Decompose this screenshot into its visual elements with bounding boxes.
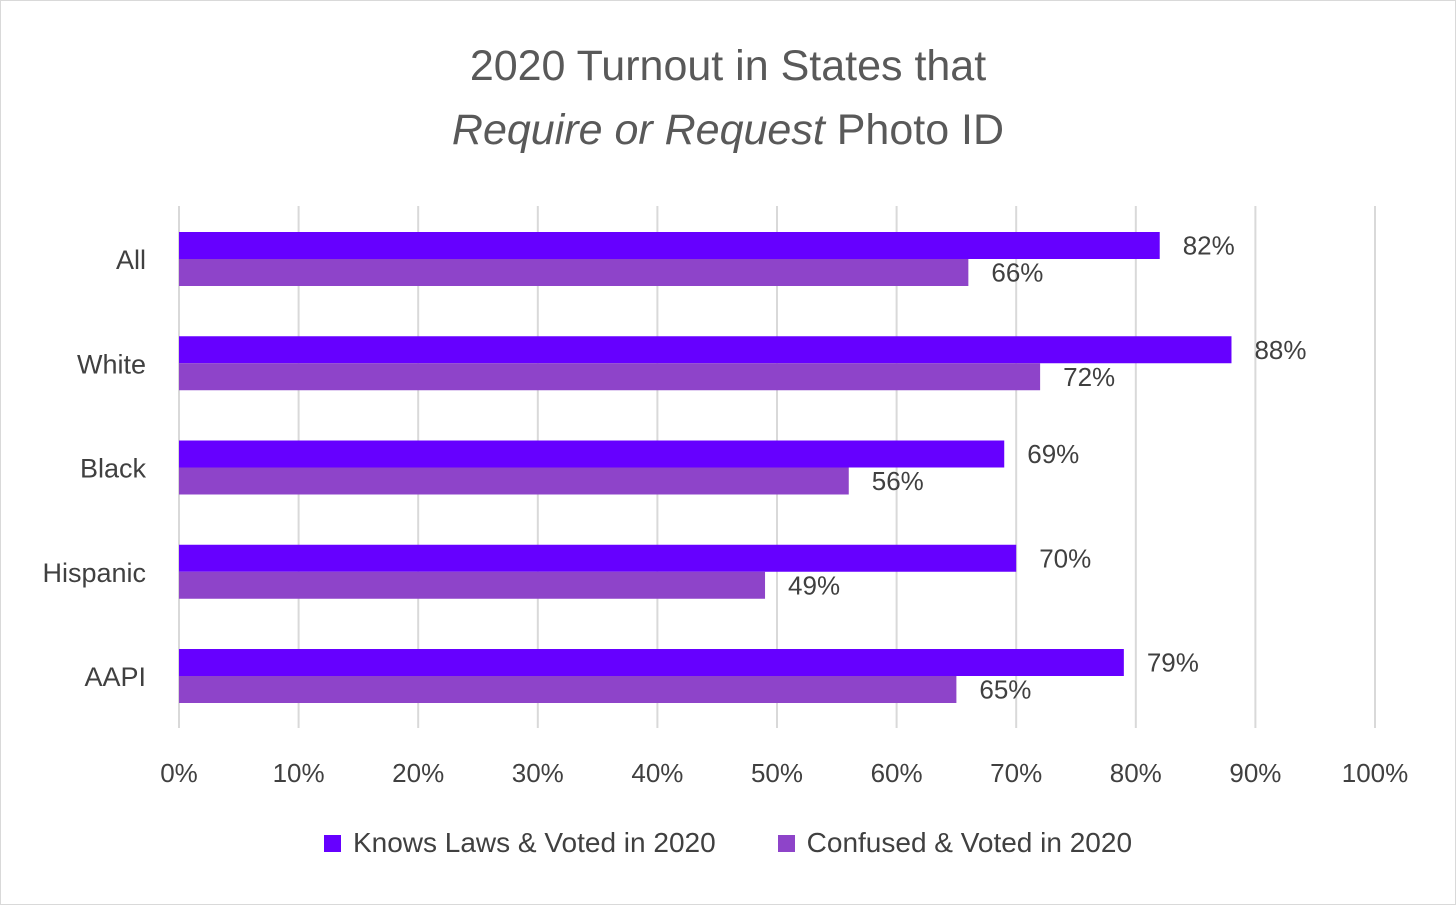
data-labels: 82% 66% 88% 72% 69% 56% 70% 49% 79% 65% (788, 231, 1306, 705)
chart-title: 2020 Turnout in States that Require or R… (0, 34, 1456, 162)
category-label: All (116, 245, 146, 275)
data-label: 56% (872, 466, 924, 496)
legend-label: Confused & Voted in 2020 (806, 827, 1133, 858)
data-label: 66% (991, 258, 1043, 288)
bar-confused (179, 571, 766, 599)
category-label: AAPI (84, 662, 146, 692)
bar-knows-laws (179, 440, 1005, 468)
category-labels: All White Black Hispanic AAPI (42, 245, 146, 692)
bar-confused (179, 363, 1041, 391)
data-label: 70% (1039, 543, 1091, 573)
x-tick-label: 10% (273, 758, 325, 788)
x-tick-label: 90% (1229, 758, 1281, 788)
bar-knows-laws (179, 649, 1124, 676)
chart-title-italic: Require or Request (451, 106, 825, 154)
category-label: Black (80, 454, 147, 484)
legend-swatch (323, 834, 341, 852)
category-label: White (77, 349, 146, 379)
x-tick-label: 80% (1110, 758, 1162, 788)
x-tick-label: 0% (160, 758, 198, 788)
chart-title-rest: Photo ID (824, 106, 1005, 154)
bar-knows-laws (179, 544, 1017, 572)
category-label: Hispanic (42, 558, 146, 588)
x-tick-label: 30% (512, 758, 564, 788)
chart-title-line-1: 2020 Turnout in States that (469, 42, 987, 90)
legend-label: Knows Laws & Voted in 2020 (352, 827, 716, 858)
x-tick-labels: 0% 10% 20% 30% 40% 50% 60% 70% 80% 90% 100% (160, 758, 1408, 788)
data-label: 88% (1254, 335, 1306, 365)
legend: Knows Laws & Voted in 2020 Confused & Vot… (0, 827, 1456, 859)
bars (179, 232, 1232, 703)
data-label: 49% (788, 570, 840, 600)
x-tick-label: 100% (1342, 758, 1409, 788)
data-label: 65% (979, 675, 1031, 705)
data-label: 72% (1063, 362, 1115, 392)
legend-item: Confused & Voted in 2020 (777, 827, 1133, 859)
bar-confused (179, 467, 849, 495)
bar-knows-laws (179, 336, 1232, 364)
bar-knows-laws (179, 232, 1160, 259)
chart-title-line-2: Require or Request Photo ID (0, 98, 1456, 162)
data-label: 79% (1147, 648, 1199, 678)
x-tick-label: 70% (990, 758, 1042, 788)
bar-confused (179, 259, 969, 286)
legend-item: Knows Laws & Voted in 2020 (323, 827, 716, 859)
x-tick-label: 60% (871, 758, 923, 788)
x-tick-label: 40% (631, 758, 683, 788)
data-label: 82% (1183, 231, 1235, 261)
x-tick-label: 20% (392, 758, 444, 788)
bar-confused (179, 676, 957, 703)
x-tick-label: 50% (751, 758, 803, 788)
data-label: 69% (1027, 439, 1079, 469)
legend-swatch (777, 834, 795, 852)
